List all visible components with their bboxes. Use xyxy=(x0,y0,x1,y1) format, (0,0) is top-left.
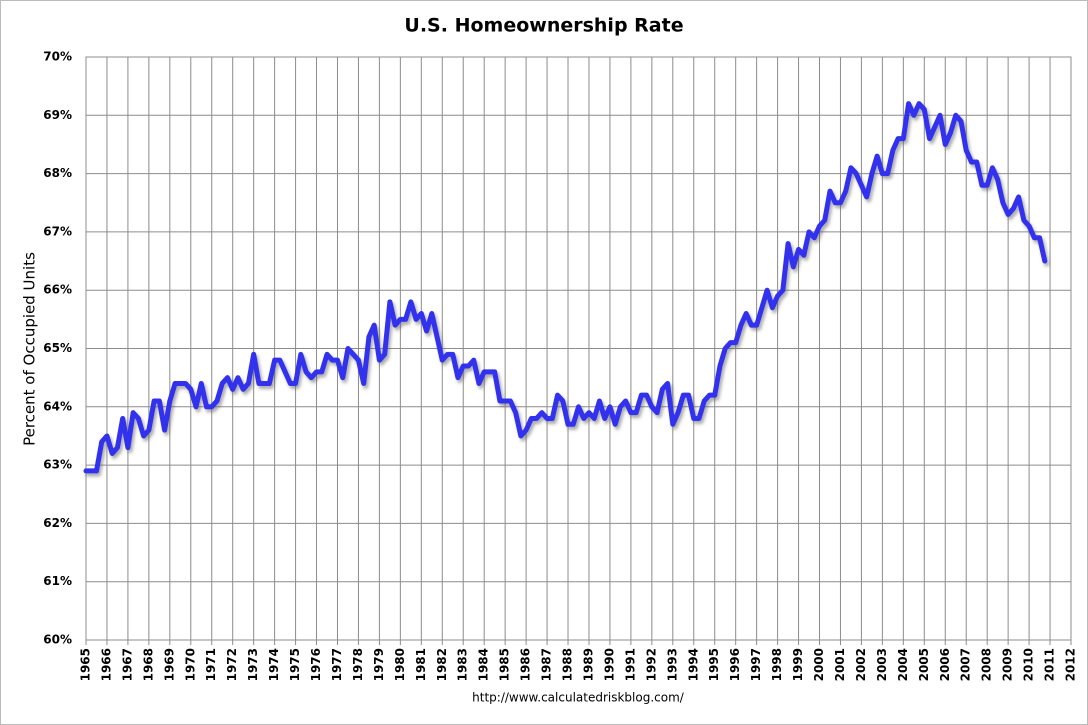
y-tick-label: 67% xyxy=(43,224,72,238)
x-tick-label: 1990 xyxy=(602,648,616,681)
x-tick-label: 1999 xyxy=(791,648,805,681)
x-tick-label: 2011 xyxy=(1043,648,1057,681)
x-tick-label: 1994 xyxy=(686,648,700,681)
x-tick-label: 1975 xyxy=(288,648,302,681)
y-tick-label: 64% xyxy=(43,399,72,413)
y-tick-label: 60% xyxy=(43,633,72,647)
x-tick-label: 1979 xyxy=(372,648,386,681)
x-tick-label: 1976 xyxy=(309,648,323,681)
x-tick-label: 1980 xyxy=(393,648,407,681)
x-tick-label: 1970 xyxy=(183,648,197,681)
x-tick-label: 1984 xyxy=(477,648,491,681)
x-tick-label: 1987 xyxy=(540,648,554,681)
data-line xyxy=(83,101,1048,474)
y-tick-label: 65% xyxy=(43,341,72,355)
x-tick-label: 1997 xyxy=(749,648,763,681)
x-tick-label: 1974 xyxy=(267,648,281,681)
x-tick-label: 1993 xyxy=(665,648,679,681)
x-tick-label: 1996 xyxy=(728,648,742,681)
x-tick-label: 2002 xyxy=(854,648,868,681)
x-tick-label: 1966 xyxy=(99,648,113,681)
chart-title: U.S. Homeownership Rate xyxy=(404,15,683,37)
x-tick-label: 1992 xyxy=(644,648,658,681)
y-tick-label: 70% xyxy=(43,50,72,64)
x-tick-label: 1989 xyxy=(581,648,595,681)
x-tick-label: 1968 xyxy=(141,648,155,681)
x-tick-label: 1972 xyxy=(225,648,239,681)
x-tick-label: 2012 xyxy=(1064,648,1078,681)
x-tick-label: 1971 xyxy=(204,648,218,681)
x-tick-label: 1965 xyxy=(79,648,93,681)
x-tick-label: 1982 xyxy=(435,648,449,681)
x-tick-label: 2005 xyxy=(917,648,931,681)
y-axis-label: Percent of Occupied Units xyxy=(21,252,39,446)
x-tick-label: 1983 xyxy=(456,648,470,681)
x-tick-label: 1967 xyxy=(120,648,134,681)
x-tick-label: 1981 xyxy=(414,648,428,681)
y-tick-label: 62% xyxy=(43,516,72,530)
x-tick-label: 2004 xyxy=(896,648,910,681)
x-tick-label: 1978 xyxy=(351,648,365,681)
y-tick-label: 69% xyxy=(43,108,72,122)
y-tick-label: 68% xyxy=(43,166,72,180)
x-tick-label: 2006 xyxy=(938,648,952,681)
y-tick-label: 63% xyxy=(43,458,72,472)
x-tick-label: 2001 xyxy=(833,648,847,681)
x-tick-label: 1986 xyxy=(519,648,533,681)
x-tick-label: 1988 xyxy=(561,648,575,681)
x-tick-label: 2003 xyxy=(875,648,889,681)
x-tick-label: 1991 xyxy=(623,648,637,681)
y-tick-label: 61% xyxy=(43,574,72,588)
x-tick-label: 1985 xyxy=(498,648,512,681)
source: http://www.calculatedriskblog.com/ xyxy=(472,691,685,705)
x-tick-label: 1995 xyxy=(707,648,721,681)
x-tick-label: 2009 xyxy=(1001,648,1015,681)
x-tick-label: 1969 xyxy=(162,648,176,681)
x-tick-label: 1973 xyxy=(246,648,260,681)
x-tick-label: 2008 xyxy=(980,648,994,681)
x-tick-label: 2007 xyxy=(959,648,973,681)
x-tick-label: 2010 xyxy=(1022,648,1036,681)
x-tick-label: 1998 xyxy=(770,648,784,681)
x-tick-label: 1977 xyxy=(330,648,344,681)
x-tick-label: 2000 xyxy=(812,648,826,681)
y-tick-label: 66% xyxy=(43,283,72,297)
